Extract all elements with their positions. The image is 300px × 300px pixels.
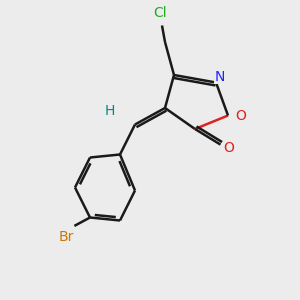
Text: Br: Br — [58, 230, 74, 244]
Text: Cl: Cl — [154, 6, 167, 20]
Text: H: H — [104, 104, 115, 118]
Text: N: N — [214, 70, 225, 84]
Text: O: O — [236, 109, 246, 122]
Text: O: O — [223, 141, 234, 155]
